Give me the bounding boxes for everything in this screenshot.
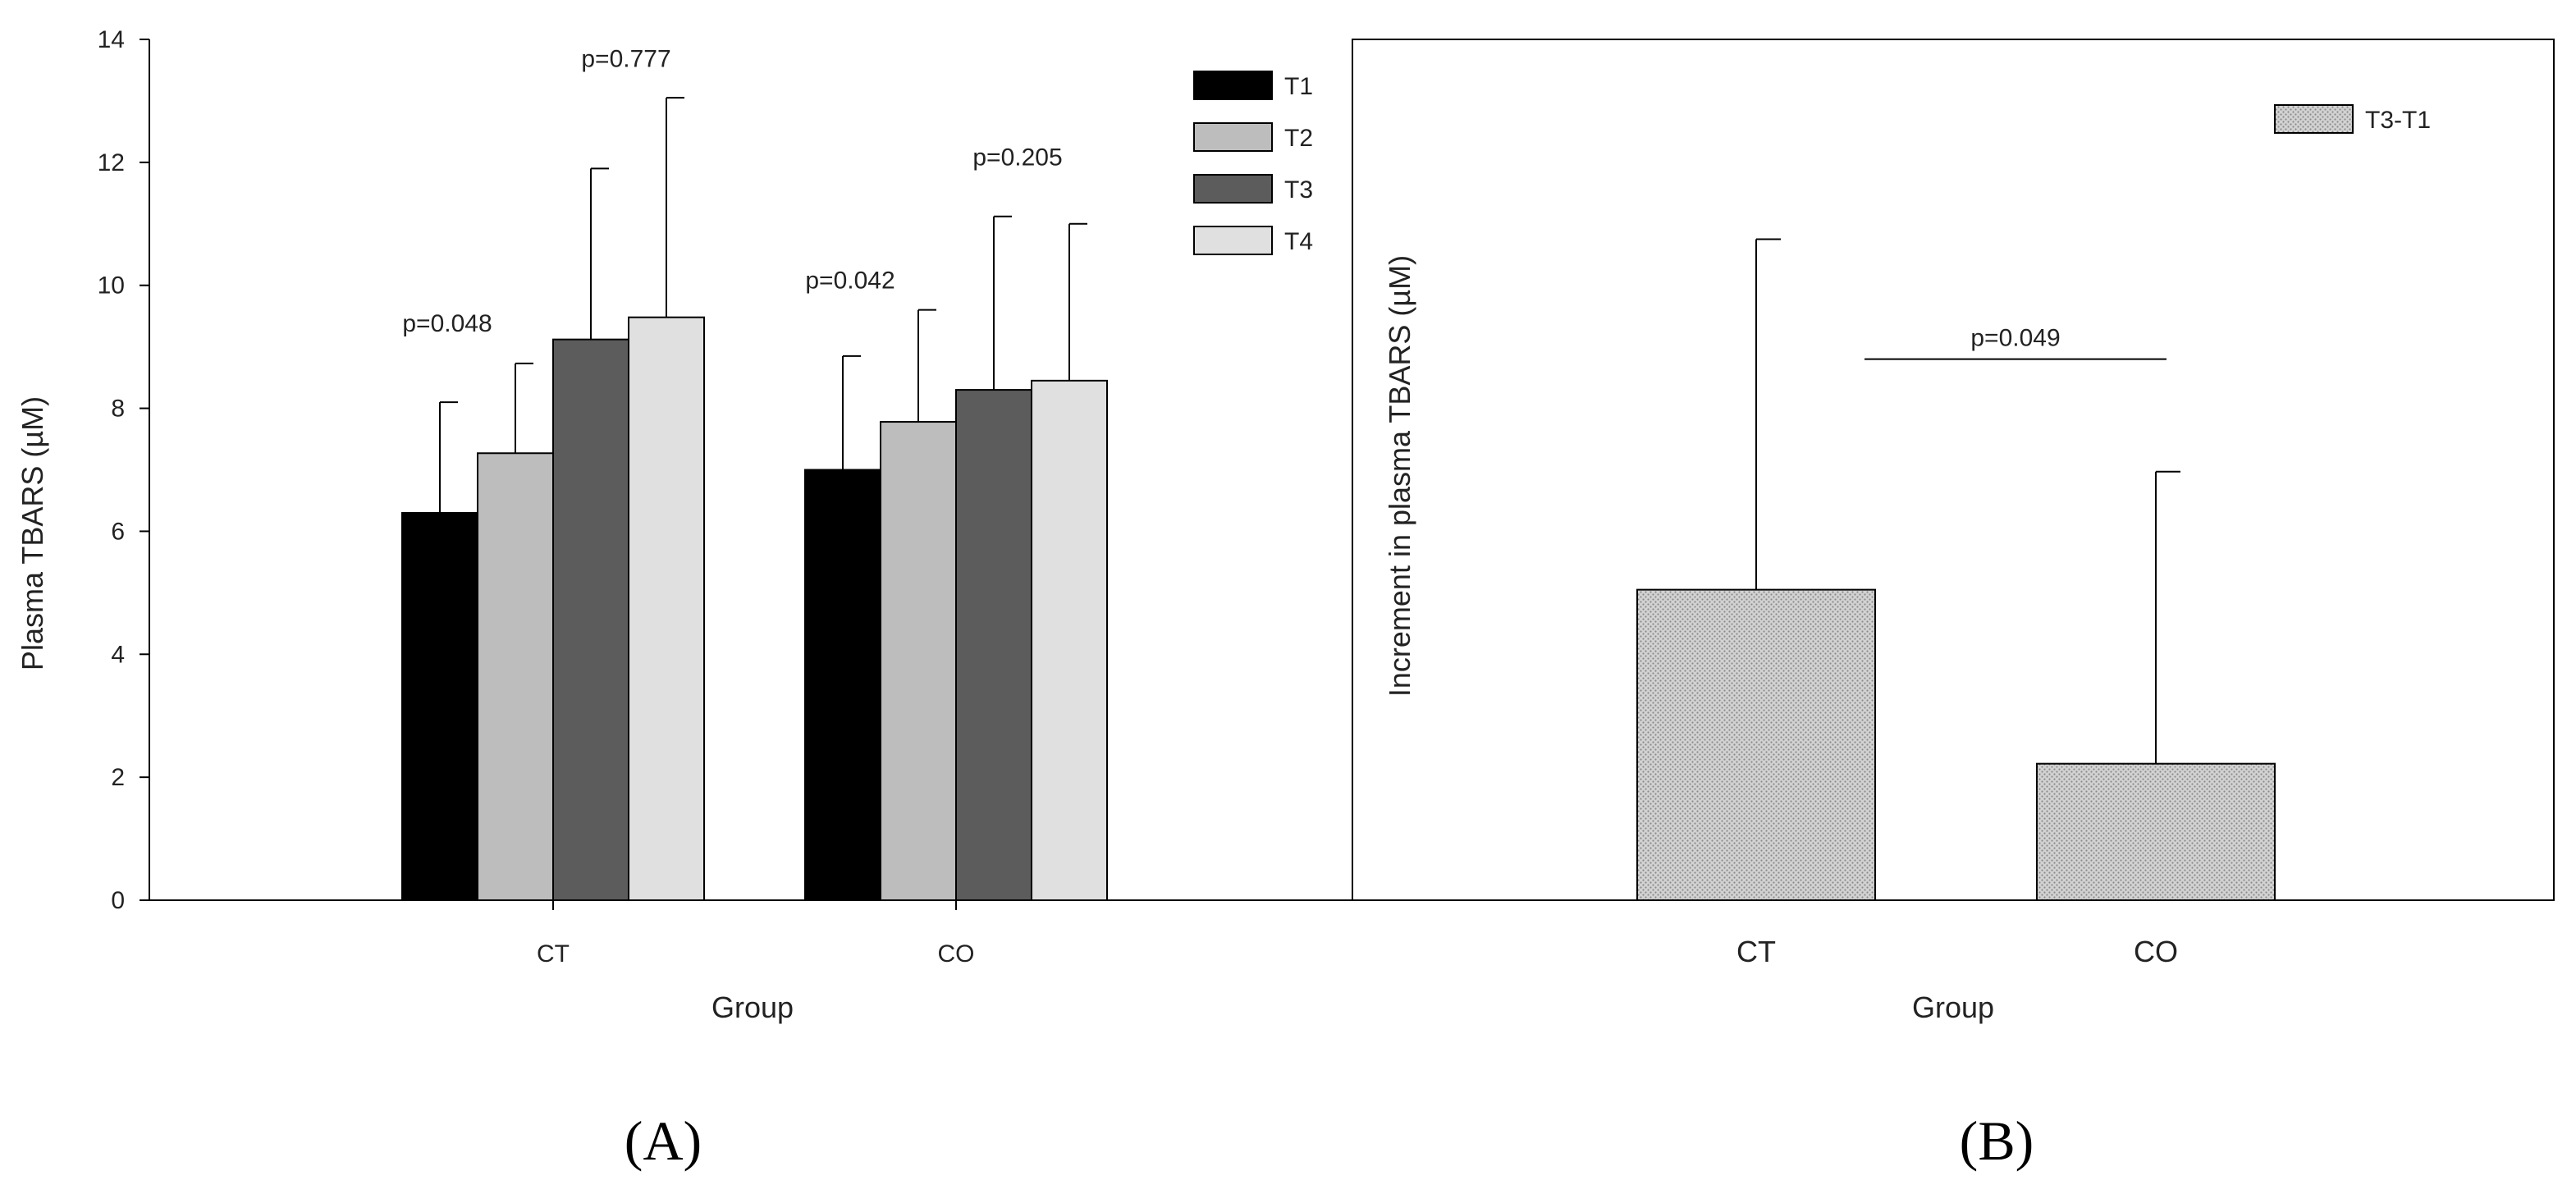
legend-swatch-t3 bbox=[1193, 174, 1273, 204]
panel-a-y-tick-label: 10 bbox=[98, 272, 125, 300]
panel-a-p-value-annotation: p=0.042 bbox=[805, 267, 895, 294]
panel-a-y-tick-label: 8 bbox=[111, 396, 125, 423]
panel-a-y-tick-label: 12 bbox=[98, 149, 125, 176]
panel-a-x-tick-label: CO bbox=[938, 940, 975, 968]
panel-b-x-tick-label: CT bbox=[1736, 935, 1776, 968]
panel-a-bar-t1-ct bbox=[401, 511, 478, 901]
panel-a-bar-t1-co bbox=[804, 469, 881, 901]
panel-a-bar-t4-ct bbox=[628, 316, 705, 902]
panel-a-chart: Plasma TBARS (µM) Group (A) 0 2 4 6 8 10 12 14 C… bbox=[16, 26, 1353, 1172]
legend-swatch-t3-t1 bbox=[2274, 104, 2354, 134]
panel-b-label: (B) bbox=[1960, 1109, 2034, 1172]
panel-a-y-tick-label: 0 bbox=[111, 887, 125, 914]
panel-a-y-axis-title: Plasma TBARS (µM) bbox=[16, 396, 49, 670]
panel-a-x-axis-title: Group bbox=[711, 990, 794, 1024]
panel-a-y-tick-label: 4 bbox=[111, 641, 125, 668]
panel-a-label: (A) bbox=[625, 1109, 702, 1172]
panel-a-p-value-annotation: p=0.048 bbox=[402, 310, 492, 337]
panel-b-frame bbox=[1352, 39, 2555, 901]
legend-label-t3-t1: T3-T1 bbox=[2365, 107, 2431, 134]
legend-swatch-t4 bbox=[1193, 226, 1273, 255]
panel-a-bar-t2-co bbox=[880, 421, 957, 901]
panel-a-x-tick-label: CT bbox=[537, 940, 570, 968]
panel-a-y-tick-label: 2 bbox=[111, 764, 125, 791]
panel-a-bar-t2-ct bbox=[477, 452, 554, 901]
panel-b-bar-co bbox=[2036, 762, 2276, 901]
legend-label-t2: T2 bbox=[1284, 125, 1313, 152]
panel-a-bar-t4-co bbox=[1031, 379, 1108, 901]
legend-swatch-t1 bbox=[1193, 71, 1273, 100]
panel-a-y-tick-label: 6 bbox=[111, 518, 125, 545]
panel-a-bar-t3-ct bbox=[552, 338, 629, 901]
panel-b-p-value-annotation: p=0.049 bbox=[1970, 325, 2060, 352]
panel-a-bar-t3-co bbox=[955, 389, 1032, 902]
panel-a-p-value-annotation: p=0.777 bbox=[581, 46, 670, 73]
panel-b-y-axis-title: Increment in plasma TBARS (µM) bbox=[1383, 255, 1416, 697]
panel-b-x-tick-label: CO bbox=[2134, 935, 2178, 968]
legend-swatch-t2 bbox=[1193, 122, 1273, 152]
panel-a-p-value-annotation: p=0.205 bbox=[972, 144, 1062, 172]
panel-b-x-axis-title: Group bbox=[1912, 990, 1994, 1024]
legend-label-t3: T3 bbox=[1284, 176, 1313, 204]
panel-a-y-tick-label: 14 bbox=[98, 26, 125, 53]
legend-label-t1: T1 bbox=[1284, 73, 1313, 100]
panel-b-bar-ct bbox=[1636, 588, 1876, 901]
panel-b-chart: Increment in plasma TBARS (µM) Group (B)… bbox=[1352, 39, 2555, 1172]
legend-label-t4: T4 bbox=[1284, 228, 1313, 255]
